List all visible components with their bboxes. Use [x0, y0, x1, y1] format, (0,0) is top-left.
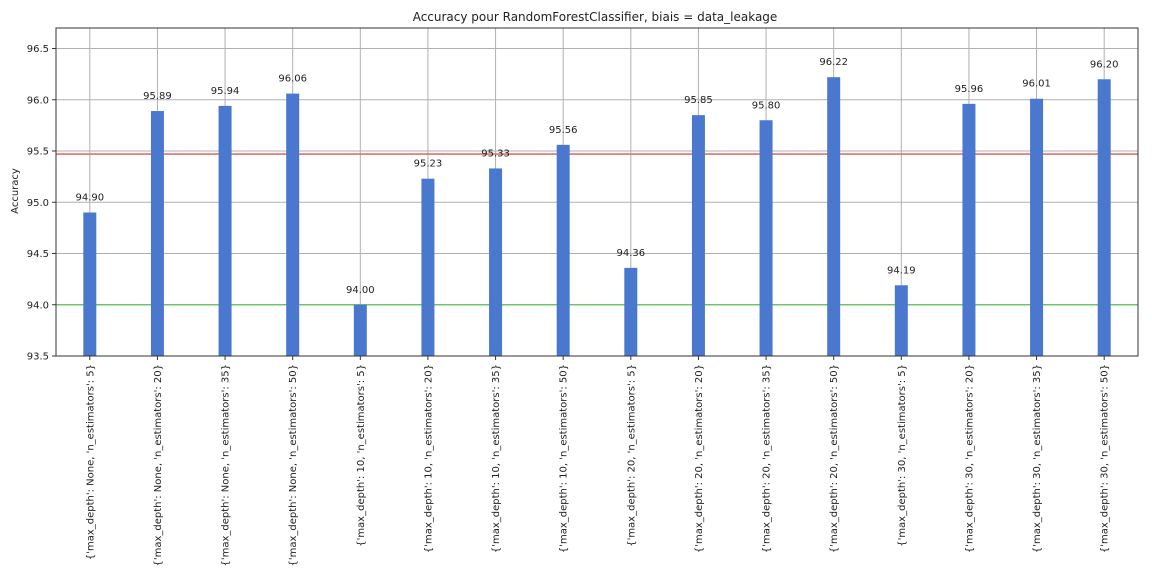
bar-value-label: 95.89: [143, 91, 172, 102]
bar: [759, 120, 773, 356]
bar: [962, 103, 976, 356]
y-ticks: 93.5 94.0 94.5 95.0 95.5 96.0 96.5: [27, 44, 56, 363]
bar-value-label: 96.20: [1090, 59, 1119, 70]
chart-title: Accuracy pour RandomForestClassifier, bi…: [413, 10, 778, 24]
y-axis-label: Accuracy: [10, 168, 21, 214]
bar: [1030, 98, 1044, 356]
y-tick-label: 94.5: [27, 249, 49, 260]
x-tick-label: {'max_depth': 10, 'n_estimators': 5}: [356, 364, 367, 547]
bar-value-label: 96.01: [1022, 79, 1051, 90]
x-tick-label: {'max_depth': 30, 'n_estimators': 5}: [897, 364, 908, 547]
x-tick-label: {'max_depth': 20, 'n_estimators': 5}: [626, 364, 637, 547]
y-tick-label: 96.5: [27, 44, 49, 55]
x-ticks: {'max_depth': None, 'n_estimators': 5} {'…: [85, 356, 1111, 567]
bar-value-label: 95.85: [684, 95, 713, 106]
x-tick-label: {'max_depth': 20, 'n_estimators': 50}: [829, 364, 840, 553]
x-tick-label: {'max_depth': None, 'n_estimators': 5}: [85, 364, 96, 560]
y-tick-label: 96.0: [27, 95, 49, 106]
reference-lines: [56, 153, 1138, 306]
grid: [56, 28, 1138, 357]
bar: [353, 304, 367, 356]
x-tick-label: {'max_depth': None, 'n_estimators': 35}: [221, 364, 232, 567]
x-tick-label: {'max_depth': 10, 'n_estimators': 50}: [559, 364, 570, 553]
bar-value-label: 94.90: [75, 193, 104, 204]
x-tick-label: {'max_depth': None, 'n_estimators': 20}: [153, 364, 164, 567]
y-tick-label: 93.5: [27, 352, 49, 363]
bar: [556, 144, 570, 356]
bar: [691, 115, 705, 356]
bar-value-label: 95.80: [752, 100, 781, 111]
bar: [83, 212, 97, 356]
y-tick-label: 95.0: [27, 198, 49, 209]
bar-value-label: 95.23: [414, 159, 443, 170]
bar-value-label: 94.36: [616, 248, 645, 259]
bar: [286, 93, 300, 356]
y-tick-label: 95.5: [27, 147, 49, 158]
value-labels: 94.90 95.89 95.94 96.06 94.00 95.23 95.33 95.56…: [75, 57, 1118, 296]
bar: [894, 285, 908, 356]
bar-value-label: 95.33: [481, 148, 510, 159]
bar-value-label: 95.96: [955, 84, 984, 95]
x-tick-label: {'max_depth': None, 'n_estimators': 50}: [288, 364, 299, 567]
plot-frame: [55, 27, 1139, 357]
bar: [218, 105, 232, 357]
x-tick-label: {'max_depth': 10, 'n_estimators': 20}: [423, 364, 434, 553]
bar-value-label: 94.00: [346, 285, 375, 296]
bar: [150, 111, 164, 357]
y-tick-label: 94.0: [27, 300, 49, 311]
bar: [1097, 79, 1111, 356]
bar-value-label: 94.19: [887, 265, 916, 276]
bar-value-label: 95.56: [549, 125, 578, 136]
x-tick-label: {'max_depth': 10, 'n_estimators': 35}: [491, 364, 502, 553]
x-tick-label: {'max_depth': 30, 'n_estimators': 50}: [1100, 364, 1111, 553]
bar-value-label: 96.06: [278, 74, 307, 85]
bars: [83, 77, 1111, 357]
bar-value-label: 96.22: [819, 57, 848, 68]
x-tick-label: {'max_depth': 20, 'n_estimators': 20}: [694, 364, 705, 553]
x-tick-label: {'max_depth': 20, 'n_estimators': 35}: [762, 364, 773, 553]
bar-value-label: 95.94: [211, 86, 240, 97]
bar: [421, 178, 435, 356]
bar: [489, 168, 503, 356]
x-tick-label: {'max_depth': 30, 'n_estimators': 35}: [1032, 364, 1043, 553]
bar: [624, 267, 638, 356]
x-tick-label: {'max_depth': 30, 'n_estimators': 20}: [964, 364, 975, 553]
bar: [827, 77, 841, 356]
